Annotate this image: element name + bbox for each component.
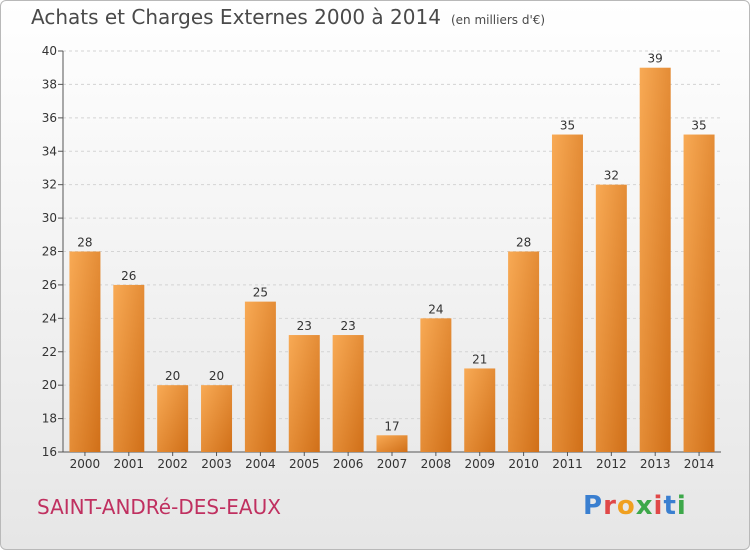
x-tick-label-2010: 2010 — [508, 457, 539, 471]
bar-2007 — [376, 435, 408, 452]
x-tick-label-2014: 2014 — [684, 457, 715, 471]
bar-2012 — [595, 184, 627, 452]
bars — [69, 67, 715, 452]
logo-letter: r — [603, 491, 617, 521]
value-label-2006: 23 — [340, 319, 355, 333]
labels: 28 2000 26 2001 20 2002 20 2003 25 2004 23 2005 23 20… — [70, 52, 715, 471]
y-tick-label: 26 — [42, 278, 57, 292]
x-tick-label-2013: 2013 — [640, 457, 671, 471]
bar-2006 — [332, 335, 364, 452]
value-label-2005: 23 — [297, 319, 312, 333]
place-name: SAINT-ANDRé-DES-EAUX — [37, 495, 281, 519]
bar-2003 — [201, 385, 233, 452]
value-label-2011: 35 — [560, 119, 575, 133]
x-tick-label-2003: 2003 — [201, 457, 232, 471]
bar-2005 — [288, 335, 320, 452]
proxiti-logo: Proxiti — [583, 491, 687, 521]
value-label-2002: 20 — [165, 369, 180, 383]
bar-2008 — [420, 318, 452, 452]
value-label-2001: 26 — [121, 269, 136, 283]
x-tick-label-2007: 2007 — [377, 457, 408, 471]
x-tick-label-2001: 2001 — [114, 457, 145, 471]
value-label-2004: 25 — [253, 286, 268, 300]
bar-2014 — [683, 134, 715, 452]
y-tick-label: 40 — [42, 44, 57, 58]
y-tick-label: 18 — [42, 412, 57, 426]
title-text: Achats et Charges Externes 2000 à 2014 — [31, 5, 441, 29]
y-tick-label: 22 — [42, 345, 57, 359]
x-tick-label-2009: 2009 — [464, 457, 495, 471]
logo-letter: P — [583, 491, 604, 521]
value-label-2013: 39 — [648, 52, 663, 66]
value-label-2003: 20 — [209, 369, 224, 383]
value-label-2009: 21 — [472, 352, 487, 366]
y-tick-label: 38 — [42, 77, 57, 91]
value-label-2010: 28 — [516, 236, 531, 250]
value-label-2007: 17 — [384, 419, 399, 433]
x-tick-label-2002: 2002 — [157, 457, 188, 471]
x-tick-label-2011: 2011 — [552, 457, 583, 471]
x-tick-label-2004: 2004 — [245, 457, 276, 471]
x-tick-label-2012: 2012 — [596, 457, 627, 471]
bar-2000 — [69, 251, 101, 452]
logo-letter: t — [663, 491, 677, 521]
value-label-2012: 32 — [604, 169, 619, 183]
x-tick-label-2005: 2005 — [289, 457, 320, 471]
bar-2002 — [157, 385, 189, 452]
x-tick-label-2006: 2006 — [333, 457, 364, 471]
y-tick-label: 16 — [42, 445, 57, 459]
x-tick-label-2000: 2000 — [70, 457, 101, 471]
y-tick-label: 32 — [42, 178, 57, 192]
x-tick-label-2008: 2008 — [421, 457, 452, 471]
y-tick-label: 36 — [42, 111, 57, 125]
chart-title: Achats et Charges Externes 2000 à 2014 (e… — [31, 5, 545, 29]
y-tick-label: 34 — [42, 144, 57, 158]
bar-2009 — [464, 368, 496, 452]
chart-subtitle: (en milliers d'€) — [450, 13, 546, 27]
bar-2013 — [639, 67, 671, 452]
logo-letter: i — [676, 491, 687, 521]
bar-2001 — [113, 284, 145, 452]
bar-2004 — [244, 301, 276, 452]
bar-2011 — [551, 134, 583, 452]
y-tick-label: 20 — [42, 378, 57, 392]
y-tick-label: 28 — [42, 245, 57, 259]
logo-letter: x — [635, 491, 654, 521]
bar-2010 — [508, 251, 540, 452]
value-label-2014: 35 — [691, 119, 706, 133]
logo-letter: o — [616, 491, 636, 521]
logo-letter: i — [653, 491, 664, 521]
y-tick-label: 24 — [42, 311, 57, 325]
value-label-2008: 24 — [428, 302, 443, 316]
y-tick-label: 30 — [42, 211, 57, 225]
value-label-2000: 28 — [77, 236, 92, 250]
